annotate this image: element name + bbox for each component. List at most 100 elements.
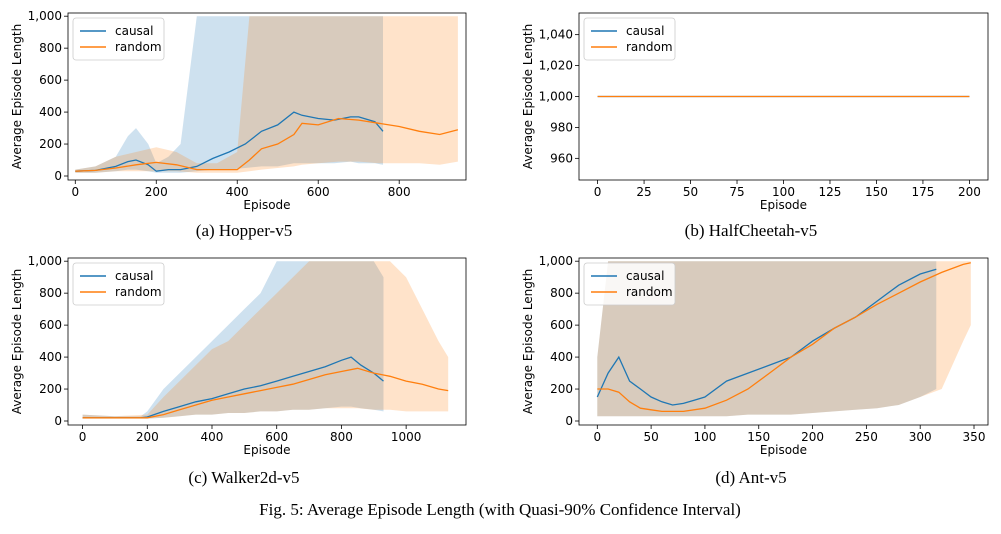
legend-box [72,262,165,306]
x-tick-label: 150 [865,185,888,199]
plot-area [82,261,449,419]
x-tick-label: 250 [855,430,878,444]
x-tick-label: 100 [693,430,716,444]
y-tick-label: 200 [550,382,573,396]
confidence-band-random [75,16,458,173]
plot-area [596,261,971,417]
series-line-random [82,367,449,419]
legend-label-random: random [626,285,673,299]
x-axis-label: Episode [760,198,807,212]
x-tick-label: 25 [636,185,651,199]
axes-frame [67,257,467,426]
y-tick-label: 1,000 [28,9,62,23]
x-tick-label: 200 [801,430,824,444]
x-tick-label: 1000 [391,430,422,444]
x-tick-label: 800 [330,430,353,444]
figure-caption: Fig. 5: Average Episode Length (with Qua… [259,500,741,519]
series-line-causal [596,268,937,406]
y-tick-label: 200 [39,382,62,396]
x-tick-label: 150 [747,430,770,444]
halfcheetah-chart-panel: 0 25 50 75 100 125 150 175 200 960 980 1,000 1,020 1,… [521,12,989,212]
x-tick-label: 0 [71,185,79,199]
y-tick-label: 1,000 [539,254,573,268]
y-tick-label: 800 [550,286,573,300]
legend-label-causal: causal [115,269,154,283]
y-tick-label: 0 [54,414,62,428]
confidence-band-causal [75,16,384,173]
y-axis-label: Average Episode Length [10,24,24,169]
y-tick-label: 400 [39,350,62,364]
series-line-random [597,262,971,413]
x-tick-label: 50 [683,185,698,199]
x-tick-label: 75 [729,185,744,199]
x-tick-label: 800 [388,185,411,199]
x-tick-label: 50 [643,430,658,444]
y-tick-label: 1,020 [539,59,573,73]
legend-box [72,17,165,61]
x-tick-label: 600 [265,430,288,444]
y-tick-label: 600 [39,73,62,87]
legend-label-causal: causal [626,269,665,283]
y-axis-label: Average Episode Length [10,269,24,414]
series-line-random [75,117,459,172]
walker2d-chart-panel: 0 200 400 600 800 1000 0 200 400 600 800 1,000 Episo… [10,254,467,457]
x-tick-label: 300 [909,430,932,444]
axes-frame [578,257,989,426]
y-tick-label: 400 [550,350,573,364]
x-tick-label: 0 [594,185,602,199]
y-tick-label: 200 [39,137,62,151]
legend-box [583,17,676,61]
y-tick-label: 600 [39,318,62,332]
series-line-causal [82,356,384,419]
plot-area [75,16,459,173]
x-tick-label: 400 [201,430,224,444]
y-tick-label: 1,000 [28,254,62,268]
x-tick-label: 175 [911,185,934,199]
x-axis-label: Episode [243,198,290,212]
confidence-band-random [82,261,449,419]
y-axis-label: Average Episode Length [521,269,535,414]
legend-label-causal: causal [115,24,154,38]
x-tick-label: 200 [136,430,159,444]
legend: causal random [72,262,165,306]
y-tick-label: 400 [39,105,62,119]
x-axis-label: Episode [243,443,290,457]
subcaption-halfcheetah: (b) HalfCheetah-v5 [685,221,818,240]
legend-label-causal: causal [626,24,665,38]
legend: causal random [72,17,165,61]
y-tick-label: 980 [550,120,573,134]
axes-frame [67,12,467,181]
x-tick-label: 400 [226,185,249,199]
x-tick-label: 200 [145,185,168,199]
x-tick-label: 125 [819,185,842,199]
y-tick-label: 0 [54,169,62,183]
y-tick-label: 960 [550,151,573,165]
legend-box [583,262,676,306]
legend-label-random: random [115,285,162,299]
legend: causal random [583,262,676,306]
hopper-chart-panel: 0 200 400 600 800 0 200 400 600 800 1,000 Episode Av… [10,9,467,212]
y-tick-label: 800 [39,41,62,55]
confidence-band-random [597,261,971,417]
subcaption-hopper: (a) Hopper-v5 [196,221,292,240]
y-tick-label: 800 [39,286,62,300]
subcaption-walker2d: (c) Walker2d-v5 [188,468,299,487]
y-tick-label: 0 [565,414,573,428]
confidence-band-causal [597,261,937,417]
subcaption-ant: (d) Ant-v5 [715,468,786,487]
y-axis-label: Average Episode Length [521,24,535,169]
ant-chart-panel: 0 50 100 150 200 250 300 350 0 200 400 600 800 1,000 E… [521,254,989,457]
x-tick-label: 100 [772,185,795,199]
legend-label-random: random [115,40,162,54]
legend: causal random [583,17,676,61]
x-axis-label: Episode [760,443,807,457]
y-tick-label: 1,040 [539,28,573,42]
y-tick-label: 1,000 [539,90,573,104]
y-tick-label: 600 [550,318,573,332]
x-tick-label: 0 [79,430,87,444]
x-tick-label: 0 [593,430,601,444]
x-tick-label: 600 [307,185,330,199]
legend-label-random: random [626,40,673,54]
x-tick-label: 350 [963,430,986,444]
